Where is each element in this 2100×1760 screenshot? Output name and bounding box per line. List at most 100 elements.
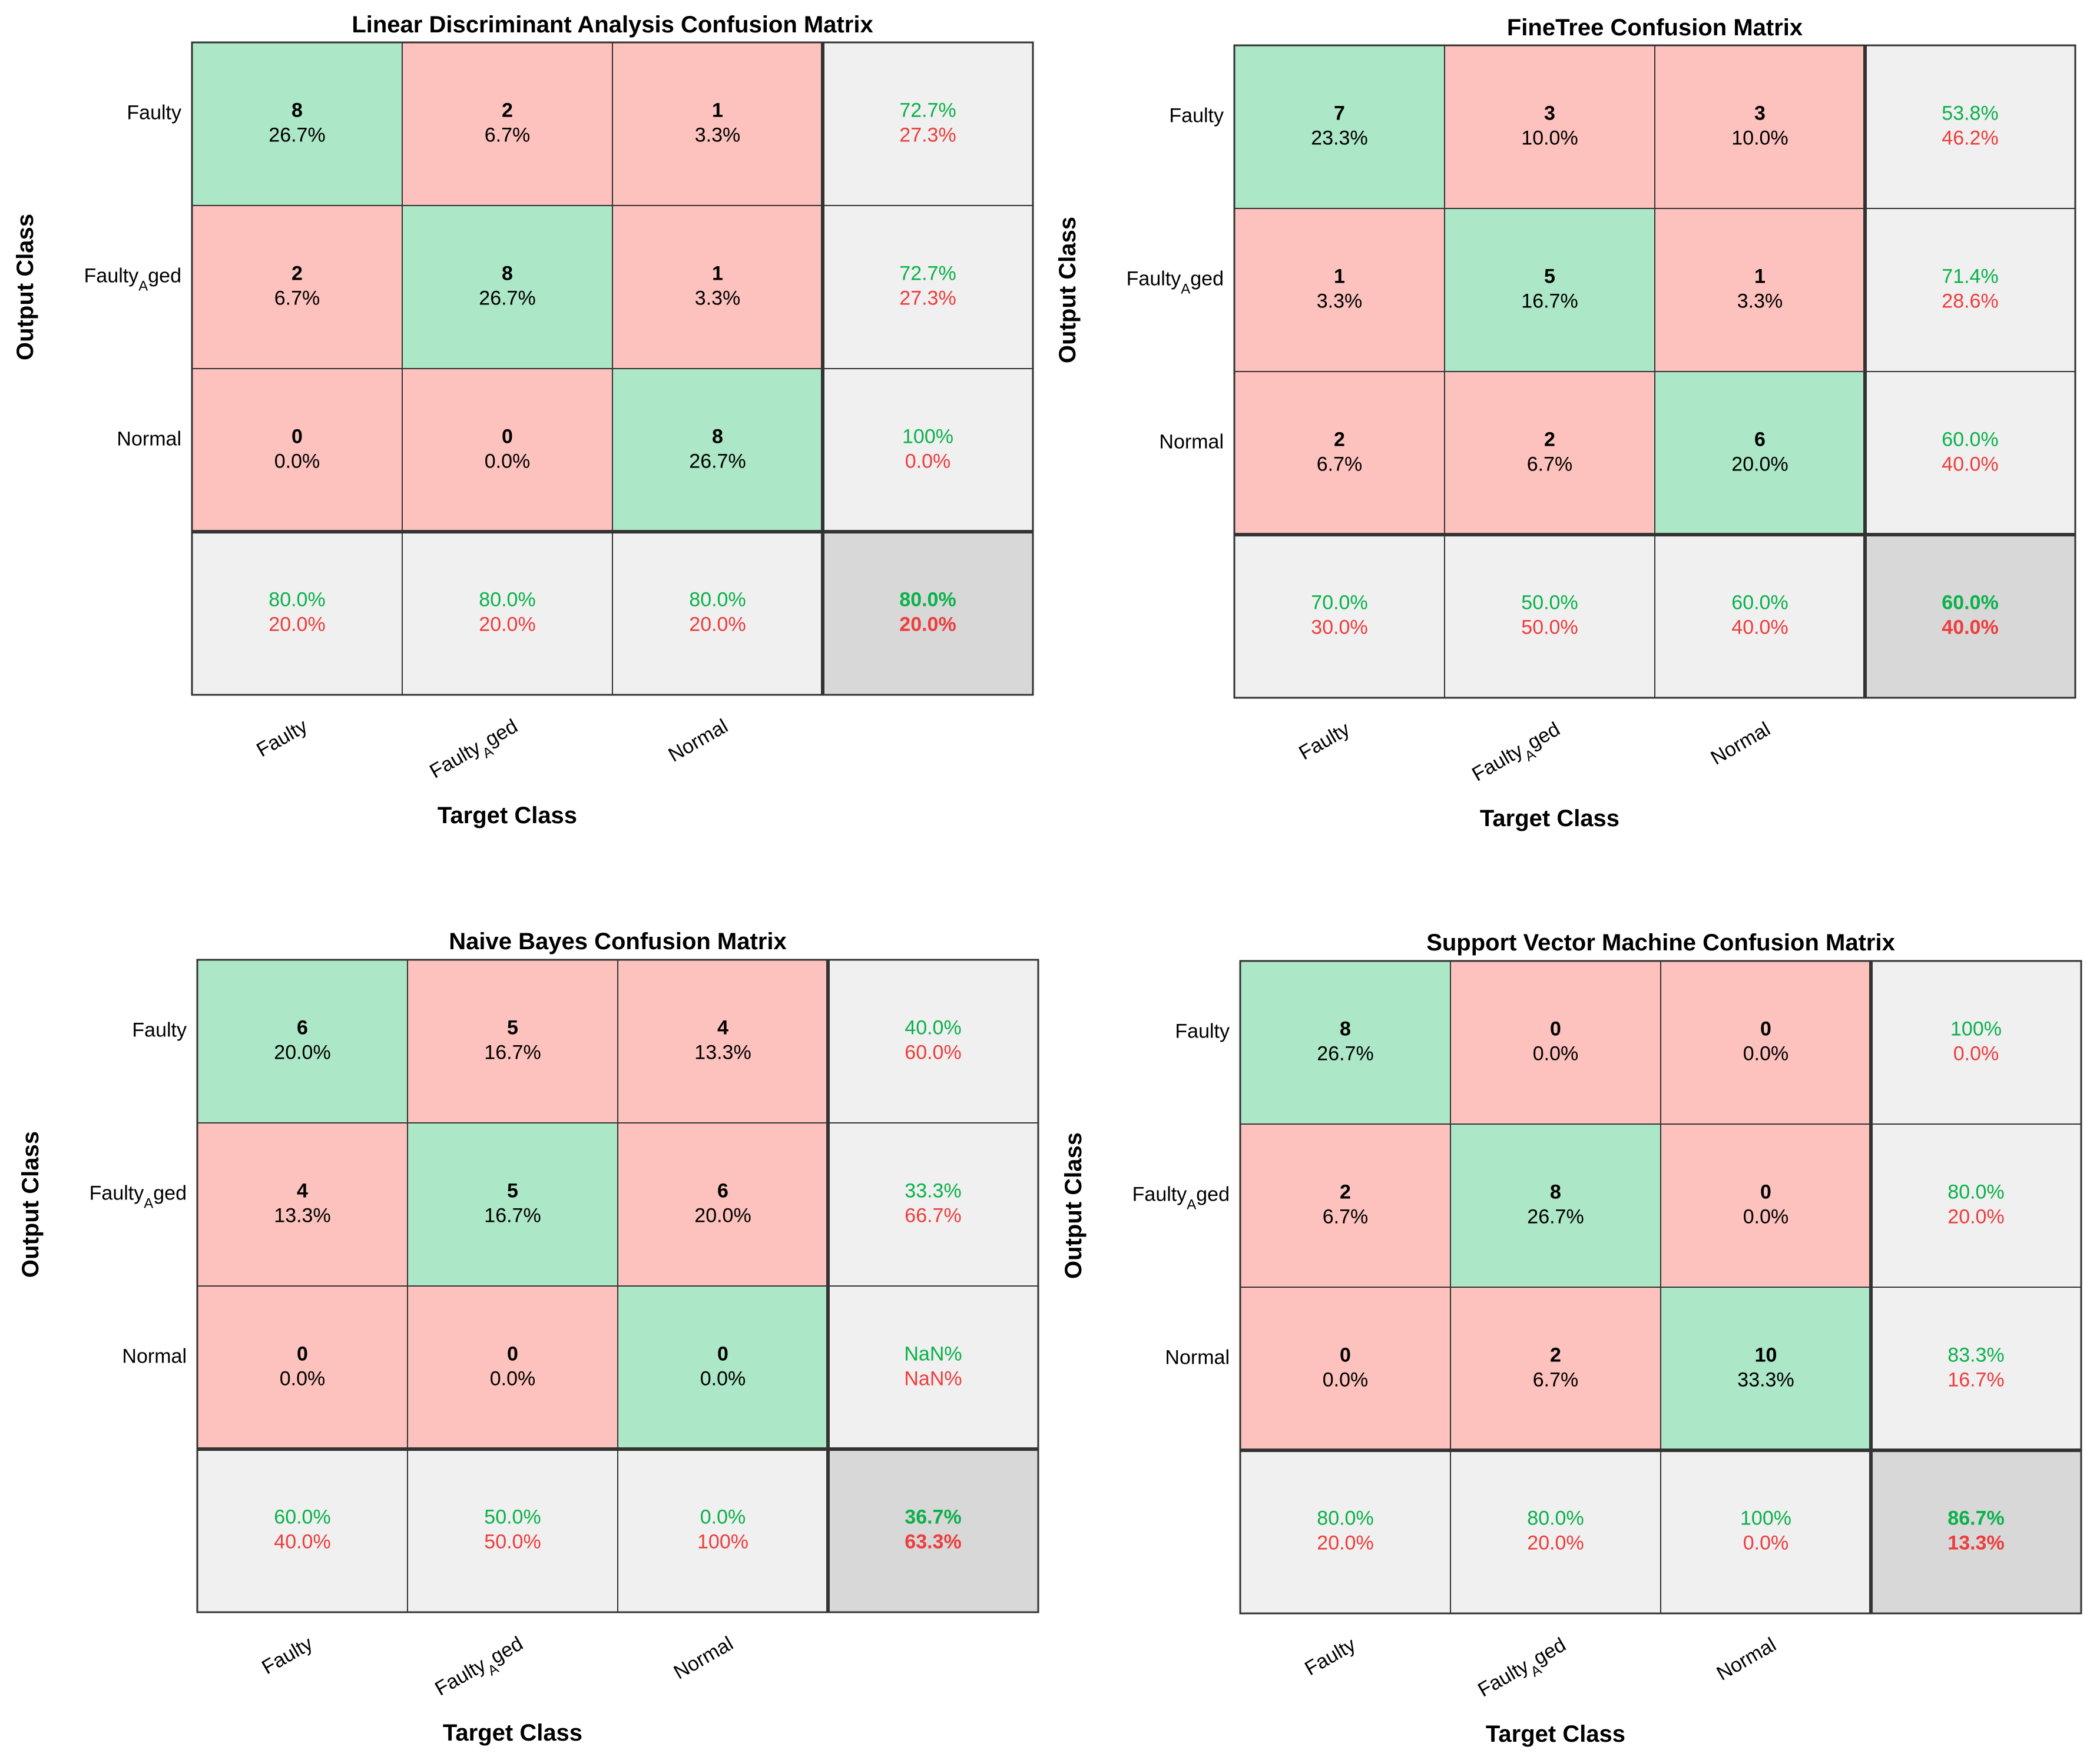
cell-percent: 23.3% (1311, 127, 1367, 150)
matrix-border (1239, 960, 2082, 1615)
cell-percent: 33.3% (1737, 1369, 1794, 1391)
row-label: FaultyAged (1132, 1184, 1230, 1213)
cell-percent: 16.7% (484, 1205, 541, 1227)
row-precision: 71.4% (1942, 266, 1998, 288)
row-label: Faulty (132, 1019, 187, 1042)
col-recall: 50.0% (484, 1506, 541, 1529)
cell-percent: 13.3% (694, 1042, 751, 1064)
column-label: Faulty (1301, 1633, 1359, 1680)
matrix-cell (1444, 208, 1655, 372)
chart-title: FineTree Confusion Matrix (1507, 15, 1803, 41)
row-label: Faulty (127, 102, 181, 124)
col-recall: 80.0% (689, 589, 746, 611)
col-error: 20.0% (479, 614, 535, 636)
overall-error: 40.0% (1942, 617, 1998, 639)
cell-count: 1 (712, 263, 723, 285)
cell-percent: 3.3% (1737, 290, 1783, 313)
col-recall: 50.0% (1521, 592, 1578, 614)
cell-percent: 3.3% (695, 287, 741, 310)
matrix-cell (402, 42, 613, 206)
row-precision: NaN% (904, 1343, 962, 1365)
matrix-cell (1450, 1123, 1661, 1288)
cell-percent: 16.7% (484, 1042, 541, 1064)
row-error: 0.0% (905, 450, 951, 473)
matrix-cell (822, 42, 1034, 206)
cell-percent: 6.7% (1533, 1369, 1579, 1391)
cell-count: 0 (1550, 1018, 1561, 1040)
cell-count: 2 (1550, 1344, 1561, 1367)
matrix-cell (1660, 960, 1872, 1125)
cell-count: 7 (1334, 102, 1345, 125)
matrix-cell (1234, 371, 1445, 535)
matrix-cell (1234, 45, 1445, 209)
cell-count: 3 (1544, 102, 1555, 125)
row-precision: 72.7% (899, 100, 956, 122)
col-error: 40.0% (274, 1531, 330, 1553)
cell-count: 2 (1544, 429, 1555, 451)
cell-count: 6 (297, 1017, 308, 1039)
matrix-cell (1870, 1450, 2082, 1614)
cell-count: 1 (1334, 266, 1345, 288)
matrix-cell (1234, 208, 1445, 372)
cell-percent: 0.0% (280, 1368, 326, 1390)
cell-count: 0 (717, 1343, 728, 1365)
matrix-cell (1444, 45, 1655, 209)
col-error: 30.0% (1311, 617, 1367, 639)
matrix-border (191, 41, 1034, 696)
column-label: Faulty (253, 715, 311, 761)
cell-percent: 26.7% (1317, 1043, 1373, 1065)
matrix-cell (1864, 208, 2076, 372)
matrix-cell (407, 1449, 618, 1613)
row-precision: 53.8% (1942, 102, 1998, 125)
cell-percent: 20.0% (1731, 453, 1788, 476)
cell-count: 2 (1334, 429, 1345, 451)
col-error: 20.0% (1317, 1532, 1373, 1554)
y-axis-title: Output Class (12, 214, 38, 360)
confusion-matrix-3: Naive Bayes Confusion Matrix 6 20.0% 5 16.7%… (18, 929, 1039, 1746)
y-axis-title: Output Class (1055, 217, 1081, 363)
cell-percent: 0.0% (485, 450, 531, 473)
x-axis-title: Target Class (1486, 1721, 1625, 1747)
matrix-cell (402, 368, 613, 532)
cell-count: 6 (1754, 429, 1766, 451)
overall-accuracy: 80.0% (899, 589, 956, 611)
row-label: FaultyAged (1127, 268, 1224, 297)
cell-percent: 6.7% (1323, 1206, 1369, 1228)
col-error: 20.0% (1527, 1532, 1584, 1554)
cell-percent: 6.7% (1527, 453, 1573, 476)
column-label: Normal (1713, 1633, 1780, 1685)
row-precision: 100% (902, 426, 953, 448)
row-label: FaultyAged (84, 265, 181, 294)
matrix-cell (407, 959, 618, 1123)
cell-count: 0 (1760, 1018, 1771, 1040)
matrix-cell (1660, 1287, 1872, 1451)
column-label: FaultyAged (1474, 1633, 1573, 1708)
column-label: FaultyAged (431, 1632, 530, 1706)
cell-percent: 13.3% (274, 1205, 330, 1227)
cell-percent: 20.0% (694, 1205, 751, 1227)
matrix-cell (1660, 1123, 1872, 1288)
matrix-cell (827, 1122, 1039, 1287)
cell-percent: 3.3% (1317, 290, 1363, 313)
row-label: Normal (1159, 431, 1224, 453)
cell-count: 0 (1760, 1181, 1771, 1204)
col-recall: 80.0% (1317, 1507, 1373, 1530)
matrix-cell (1864, 45, 2076, 209)
cell-percent: 6.7% (485, 124, 531, 147)
cell-count: 5 (1544, 266, 1555, 288)
cell-percent: 0.0% (1743, 1043, 1789, 1065)
row-error: NaN% (904, 1368, 962, 1390)
column-label: Normal (670, 1632, 737, 1684)
matrix-cell (617, 959, 829, 1123)
cell-count: 8 (502, 263, 513, 285)
matrix-cell (1654, 45, 1866, 209)
overall-accuracy: 60.0% (1942, 592, 1998, 614)
cell-percent: 26.7% (1527, 1206, 1584, 1228)
cell-count: 8 (1550, 1181, 1561, 1204)
overall-accuracy: 86.7% (1947, 1507, 2004, 1530)
row-error: 40.0% (1942, 453, 1998, 476)
row-label: FaultyAged (90, 1182, 187, 1212)
matrix-cell (191, 42, 403, 206)
row-precision: 60.0% (1942, 429, 1998, 451)
